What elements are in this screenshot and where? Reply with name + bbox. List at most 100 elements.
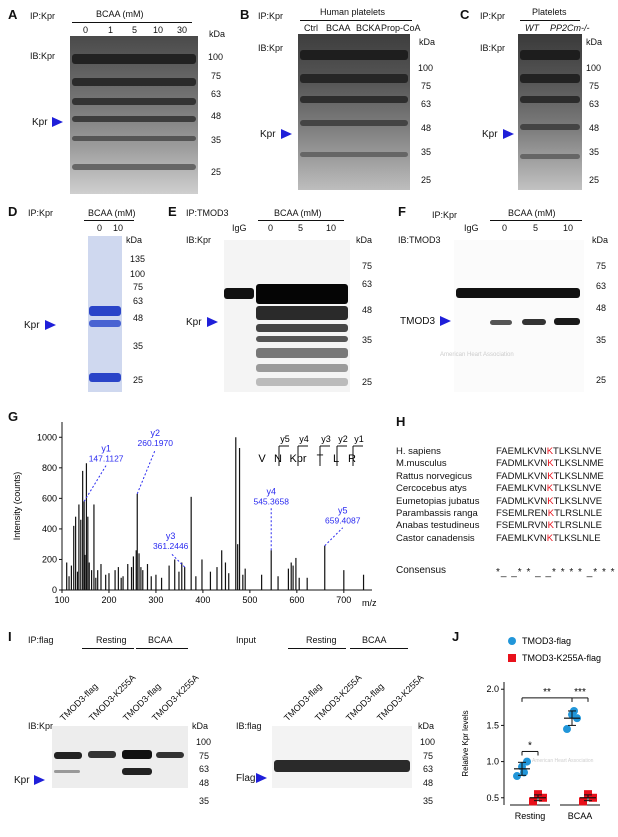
panel-i-left-kda: kDa [192, 721, 209, 731]
panel-f-target-label: TMOD3 [400, 316, 435, 327]
panel-c-marker: 35 [589, 147, 600, 157]
panel-h-species: M.musculus [396, 458, 447, 470]
panel-j-point-k255a [534, 790, 542, 799]
panel-a-treatment: BCAA (mM) [96, 9, 144, 19]
panel-i-left-arrow [34, 775, 45, 785]
panel-g-sequence-ion: y3 [321, 434, 331, 444]
panel-g-annotation-leader [136, 449, 156, 494]
panel-c-marker: 75 [589, 81, 600, 91]
panel-e-lane-2: 0 [268, 223, 274, 233]
panel-g-sequence-residue: V [258, 453, 266, 465]
panel-a-header-line [72, 22, 192, 23]
panel-c-blot [518, 34, 582, 190]
panel-h-seq-lysine: K [547, 508, 555, 519]
panel-i-right-marker: 48 [423, 778, 434, 788]
panel-g-ytick-label: 0 [52, 585, 57, 595]
panel-j-ytick-label: 1.0 [486, 757, 499, 767]
panel-b-ib-label: IB:Kpr [258, 43, 284, 53]
panel-e-marker: 75 [362, 261, 373, 271]
panel-h-seq-left: FAEMLKVN [496, 532, 547, 544]
panel-c-marker: 25 [589, 175, 600, 185]
panel-d-marker: 75 [133, 282, 144, 292]
panel-d-kpr-label: Kpr [24, 320, 40, 331]
panel-h-seq-left: FADMLKVN [496, 470, 548, 482]
panel-g-annotation-mz: 147.1127 [89, 453, 124, 463]
panel-i-left-marker: 35 [199, 796, 210, 806]
panel-a-marker: 25 [211, 167, 222, 177]
panel-h-seq-left: FADMLKVN [496, 495, 548, 507]
panel-j-watermark: American Heart Association [532, 758, 594, 764]
panel-h-seq-left: FAEMLKVN [496, 446, 547, 457]
panel-c-marker: 100 [586, 63, 602, 73]
panel-g-sequence-residue: N [274, 453, 282, 465]
panel-g-sequence-residue: L [333, 453, 339, 465]
panel-d-marker: 25 [133, 375, 144, 385]
panel-a-kda: kDa [209, 29, 226, 39]
panel-b-lane-2: BCAA [326, 23, 351, 33]
panel-g-xlabel: m/z [362, 598, 377, 608]
panel-i-left-marker: 75 [199, 751, 210, 761]
panel-a-kpr-label: Kpr [32, 117, 48, 128]
panel-i-right-group-1: Resting [306, 635, 337, 645]
panel-h-seq-right: TLKSLNME [553, 458, 604, 470]
panel-b-kpr-label: Kpr [260, 129, 276, 140]
panel-b-marker: 48 [421, 123, 432, 133]
panel-j-point-k255a [529, 797, 537, 806]
panel-g-ylabel: Intensity (counts) [12, 472, 22, 541]
panel-i-left-line-2 [136, 648, 188, 649]
panel-e-kpr-label: Kpr [186, 317, 202, 328]
panel-i-right-ib: IB:flag [236, 721, 262, 731]
panel-h-species: Eumetopias jubatus [396, 495, 480, 507]
panel-b-letter: B [240, 7, 250, 22]
panel-e-ip-label: IP:TMOD3 [186, 208, 229, 218]
panel-c-lane-1: WT [525, 23, 539, 33]
panel-i-right-marker: 75 [423, 751, 434, 761]
panel-j-legend-flag: TMOD3-flag [522, 636, 571, 646]
panel-j-ytick-label: 0.5 [486, 793, 499, 803]
panel-f-ip-label: IP:Kpr [432, 210, 458, 220]
panel-h-species: Castor canadensis [396, 532, 475, 544]
panel-j-sig-label: *** [574, 687, 586, 698]
panel-b-marker: 63 [421, 99, 432, 109]
panel-c-marker: 48 [589, 123, 600, 133]
panel-f-marker: 25 [596, 375, 607, 385]
panel-h-seq-lysine: K [546, 483, 554, 495]
panel-e-marker: 48 [362, 305, 373, 315]
panel-j-point-flag [513, 772, 521, 781]
panel-h-seq-left: FAEMLKVN [496, 483, 547, 495]
panel-j-legend-k255a: TMOD3-K255A-flag [522, 653, 601, 663]
panel-f-ib-label: IB:TMOD3 [398, 235, 441, 245]
panel-b-lane-3: BCKA [356, 23, 381, 33]
panel-b-marker: 25 [421, 175, 432, 185]
panel-g-xtick-label: 100 [54, 595, 69, 605]
panel-i-right-line-1 [288, 648, 346, 649]
panel-i-left-blot [52, 726, 188, 788]
panel-e-marker: 25 [362, 377, 373, 387]
panel-d-header-line [84, 220, 134, 221]
panel-h-sequence: FAEMLKVNKTLKSLNVE [496, 483, 602, 494]
panel-i-left-lane-4: TMOD3-K255A [150, 672, 201, 724]
panel-i-left-target: Kpr [14, 775, 30, 786]
panel-i-left-ip: IP:flag [28, 635, 54, 645]
panel-h-seq-left: FSEMLRVN [496, 520, 548, 532]
panel-g-xtick-label: 200 [101, 595, 116, 605]
panel-b-kda: kDa [419, 37, 436, 47]
panel-a-lane-2: 1 [108, 25, 114, 35]
panel-i-right-group-2: BCAA [362, 635, 387, 645]
panel-a-lane-5: 30 [177, 25, 188, 35]
panel-g-ytick-label: 1000 [37, 432, 57, 442]
panel-b-blot [298, 34, 410, 190]
panel-a-marker: 100 [208, 52, 224, 62]
panel-i-left-group-1: Resting [96, 635, 127, 645]
panel-c-kda: kDa [586, 37, 603, 47]
panel-g-ytick-label: 800 [42, 463, 57, 473]
panel-c-ib-label: IB:Kpr [480, 43, 506, 53]
panel-h-sequence: FADMLKVNKTLKSLNME [496, 471, 604, 482]
panel-g-annotation-mz: 659.4087 [325, 516, 361, 526]
panel-c-letter: C [460, 7, 470, 22]
panel-b-marker: 100 [418, 63, 434, 73]
panel-h-seq-right: TLKSLNVE [553, 446, 602, 457]
panel-a-lane-4: 10 [153, 25, 164, 35]
panel-g-ytick-label: 200 [42, 554, 57, 564]
panel-g-annotation-ion: y3 [166, 531, 176, 541]
